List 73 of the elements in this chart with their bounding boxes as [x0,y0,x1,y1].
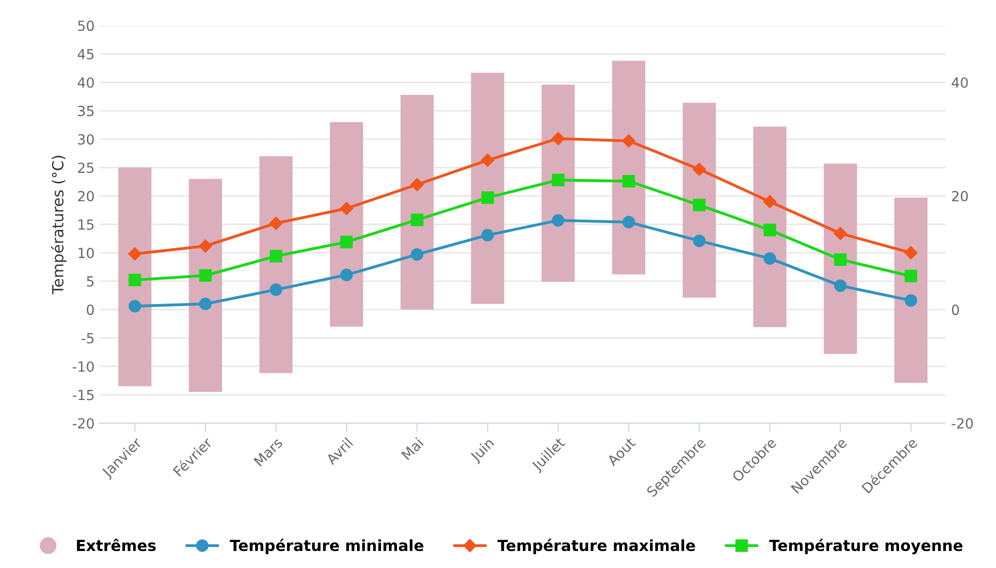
point [128,300,142,312]
y-tick-label: 5 [86,276,94,287]
point [763,195,776,208]
point [340,268,353,282]
point [340,202,354,216]
y-tick-label: 30 [78,134,94,145]
y-tick-label: 25 [78,162,94,174]
bar [612,60,646,274]
point [904,294,918,307]
y2-tick-label: -20 [952,418,973,429]
y-tick-label: -5 [82,333,94,344]
y2-tick-label: 40 [952,77,968,88]
point [269,216,283,230]
bar [400,94,434,310]
point [622,174,635,188]
bar [188,178,222,392]
x-tick-label: Mai [400,437,424,460]
point [340,236,353,248]
y-tick-label: 35 [78,106,94,116]
legend-label: Température moyenne [769,538,962,554]
point [552,132,565,146]
point [764,252,776,265]
y-axis-title: Températures (°C) [51,156,66,294]
point [904,270,918,282]
bar [118,168,152,386]
y-tick-label: 10 [78,248,94,258]
bar [824,164,857,354]
point [693,198,706,212]
bar [542,84,575,282]
point [834,253,847,266]
point [622,134,636,148]
point [834,279,847,292]
bar [682,102,716,298]
point [622,216,635,228]
y-tick-label: 15 [78,220,94,230]
bar [330,122,364,327]
y-tick-label: -15 [72,390,94,400]
y2-tick-label: 20 [952,190,968,202]
y-tick-label: -20 [72,418,94,429]
point [904,246,918,260]
bar [471,72,504,304]
point [693,234,706,248]
y-tick-label: 20 [78,190,94,202]
legend-label: Extrêmes [76,538,156,552]
point [198,239,212,253]
point [128,247,142,260]
point [270,283,282,296]
point [692,162,706,176]
bar [753,126,786,328]
point [199,269,212,282]
point [410,248,424,261]
point [481,154,494,167]
y-tick-label: -10 [72,361,94,372]
y-tick-label: 0 [86,304,94,316]
y-tick-label: 50 [78,20,94,32]
point [552,174,564,186]
point [552,214,564,227]
y-tick-label: 45 [78,49,94,60]
point [270,250,282,262]
y2-tick-label: 0 [952,304,959,316]
point [128,274,142,286]
y-tick-label: 40 [78,77,94,88]
point [481,228,494,242]
point [410,214,424,226]
point [834,226,847,240]
legend-label: Température maximale [498,538,696,554]
point [481,191,494,204]
point [199,298,212,310]
point [410,178,424,192]
bar [259,156,293,374]
bar [894,198,928,383]
point [764,224,776,236]
legend-label: Température minimale [230,538,424,554]
